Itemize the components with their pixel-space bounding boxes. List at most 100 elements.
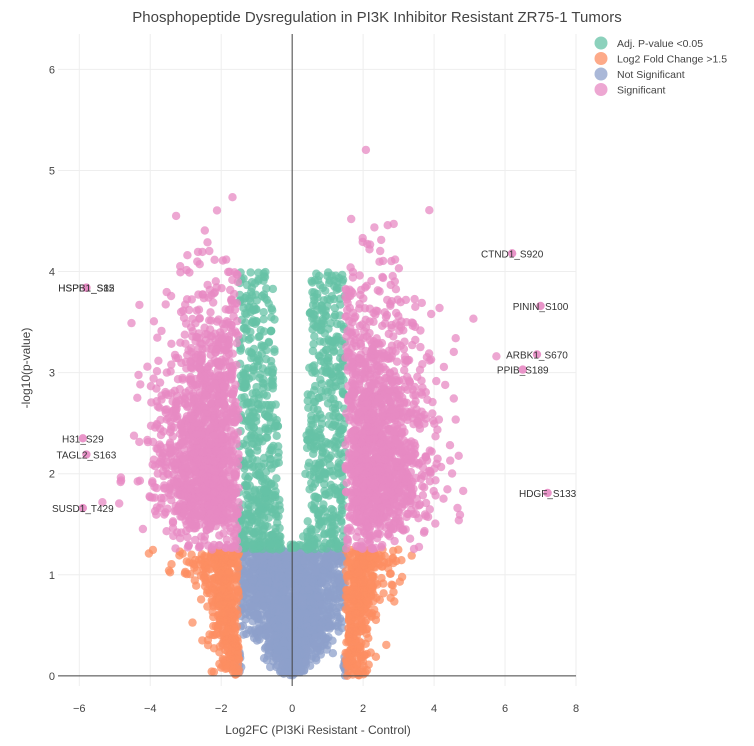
- adj-pvalue-point: [261, 521, 270, 530]
- fold-change-point: [199, 573, 209, 583]
- fold-change-point: [388, 581, 397, 590]
- adj-pvalue-point: [242, 280, 252, 290]
- not-significant-point: [283, 577, 292, 586]
- not-significant-point: [287, 620, 296, 630]
- adj-pvalue-point: [261, 355, 271, 364]
- not-significant-point: [282, 628, 291, 638]
- not-significant-point: [247, 626, 256, 635]
- adj-pvalue-point: [336, 320, 345, 329]
- fold-change-point: [204, 564, 214, 573]
- adj-pvalue-point: [261, 425, 270, 434]
- not-significant-point: [297, 658, 307, 667]
- adj-pvalue-point: [260, 485, 269, 494]
- adj-pvalue-point: [304, 462, 313, 471]
- significant-point: [417, 298, 426, 308]
- not-significant-point: [311, 567, 320, 576]
- adj-pvalue-point: [256, 325, 265, 335]
- significant-point: [205, 316, 214, 325]
- adj-pvalue-point: [242, 509, 251, 518]
- not-significant-point: [306, 597, 315, 606]
- not-significant-point: [293, 584, 303, 593]
- significant-point: [394, 264, 404, 273]
- adj-pvalue-point: [254, 503, 263, 512]
- adj-pvalue-point: [322, 345, 331, 354]
- fold-change-point: [196, 595, 206, 604]
- significant-point: [149, 317, 159, 326]
- adj-pvalue-point: [310, 288, 319, 297]
- not-significant-point: [324, 604, 334, 614]
- adj-pvalue-point: [271, 510, 280, 519]
- adj-pvalue-point: [315, 352, 325, 361]
- fold-change-point: [356, 601, 365, 611]
- adj-pvalue-point: [250, 485, 260, 494]
- adj-pvalue-point: [330, 521, 339, 530]
- significant-point: [345, 512, 354, 522]
- fold-change-point: [207, 575, 216, 584]
- significant-point: [451, 334, 460, 343]
- fold-change-point: [359, 577, 368, 586]
- adj-pvalue-point: [267, 304, 276, 313]
- adj-pvalue-point: [332, 285, 341, 294]
- adj-pvalue-point: [254, 462, 263, 471]
- not-significant-point: [309, 578, 318, 587]
- adj-pvalue-point: [241, 526, 250, 535]
- significant-point: [411, 335, 420, 345]
- not-significant-point: [280, 616, 289, 625]
- adj-pvalue-point: [254, 437, 263, 447]
- significant-point: [377, 235, 386, 245]
- not-significant-point: [263, 651, 273, 660]
- adj-pvalue-point: [324, 420, 334, 429]
- fold-change-point: [190, 560, 199, 569]
- not-significant-point: [304, 585, 313, 594]
- significant-point: [392, 308, 401, 318]
- fold-change-point: [164, 566, 174, 575]
- fold-change-point: [207, 596, 216, 605]
- fold-change-point: [397, 556, 406, 565]
- not-significant-point: [326, 571, 335, 580]
- adj-pvalue-point: [310, 310, 319, 320]
- adj-pvalue-point: [247, 433, 256, 443]
- fold-change-point: [210, 556, 219, 565]
- adj-pvalue-point: [259, 272, 269, 281]
- significant-point: [150, 506, 160, 516]
- fold-change-point: [217, 585, 226, 594]
- not-significant-point: [293, 636, 302, 645]
- adj-pvalue-point: [321, 386, 330, 395]
- not-significant-point: [279, 638, 289, 647]
- adj-pvalue-point: [241, 472, 250, 481]
- fold-change-point: [219, 617, 228, 626]
- adj-pvalue-point: [305, 363, 314, 372]
- fold-change-point: [227, 559, 236, 568]
- fold-change-point: [227, 599, 236, 609]
- not-significant-point: [332, 603, 341, 612]
- adj-pvalue-point: [262, 433, 271, 442]
- fold-change-point: [231, 575, 240, 584]
- significant-point: [469, 314, 478, 323]
- fold-change-point: [148, 545, 158, 555]
- fold-change-point: [367, 560, 377, 570]
- not-significant-point: [297, 601, 306, 610]
- fold-change-point: [223, 569, 232, 578]
- fold-change-point: [230, 616, 240, 625]
- fold-change-point: [208, 630, 217, 640]
- adj-pvalue-point: [310, 479, 320, 488]
- fold-change-point: [222, 660, 232, 669]
- fold-change-point: [343, 559, 352, 568]
- significant-point: [203, 238, 212, 247]
- adj-pvalue-point: [270, 347, 279, 356]
- adj-pvalue-point: [261, 475, 270, 484]
- fold-change-point: [182, 557, 191, 566]
- adj-pvalue-point: [275, 523, 284, 533]
- adj-pvalue-point: [251, 535, 260, 544]
- adj-pvalue-point: [257, 341, 266, 350]
- fold-change-point: [379, 589, 388, 598]
- significant-point: [375, 287, 384, 296]
- adj-pvalue-point: [253, 361, 263, 371]
- not-significant-point: [280, 587, 289, 596]
- not-significant-point: [322, 645, 331, 654]
- fold-change-point: [359, 558, 368, 567]
- fold-change-point: [222, 591, 231, 600]
- adj-pvalue-point: [326, 451, 336, 460]
- significant-point: [431, 519, 440, 528]
